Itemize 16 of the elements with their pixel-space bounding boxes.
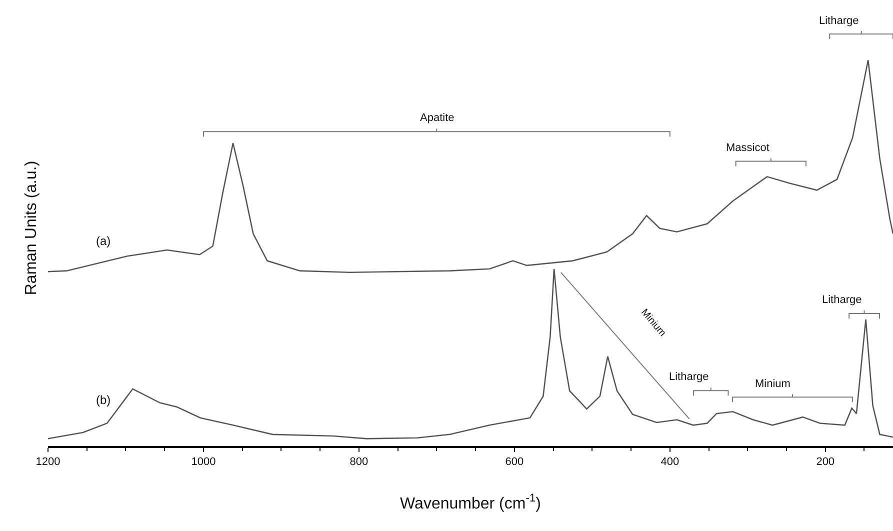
- x-tick-label: 200: [816, 456, 835, 468]
- y-axis-title: Raman Units (a.u.): [22, 160, 40, 296]
- annotation: Minium: [755, 378, 790, 390]
- annotation: (a): [96, 234, 111, 248]
- text: Litharge: [819, 15, 859, 27]
- annotation: Litharge: [822, 294, 862, 306]
- x-tick-label: 1200: [36, 456, 60, 468]
- x-tick-label: 800: [350, 456, 368, 468]
- x-axis-title: Wavenumber (cm$^{-1}$): [400, 492, 541, 512]
- x-tick-label: 400: [660, 456, 680, 468]
- x-tick-label: 1000: [191, 456, 216, 468]
- annotation: (b): [96, 393, 111, 407]
- annotation: Apatite: [420, 112, 454, 124]
- x-tick-label: 600: [505, 456, 524, 468]
- annotation: Litharge: [669, 371, 709, 383]
- annotation: Massicot: [726, 142, 770, 154]
